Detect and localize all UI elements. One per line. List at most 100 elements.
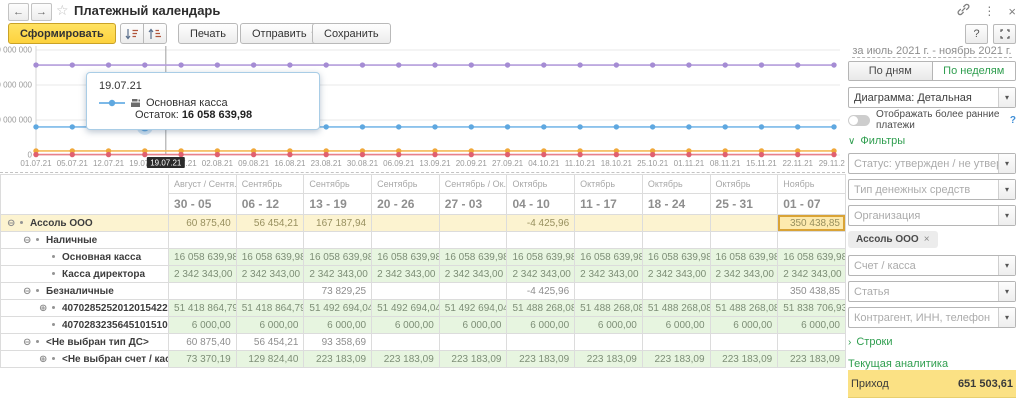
filter-combo[interactable]: Статья ▾ (848, 281, 1016, 302)
organization-tag[interactable]: Ассоль ООО × (848, 231, 938, 248)
data-point[interactable] (649, 148, 656, 154)
table-cell[interactable]: 223 183,09 (574, 350, 643, 368)
data-point[interactable] (69, 148, 75, 154)
expand-node-icon[interactable]: ⊕ (39, 353, 48, 365)
data-point[interactable] (722, 62, 728, 68)
data-point[interactable] (69, 151, 75, 158)
data-point[interactable] (359, 148, 366, 154)
data-point[interactable] (359, 124, 366, 130)
table-cell[interactable] (709, 282, 779, 300)
table-cell[interactable] (438, 333, 508, 351)
table-cell[interactable]: 51 418 864,79 (235, 299, 305, 317)
data-point[interactable] (577, 148, 583, 154)
data-point[interactable] (722, 148, 728, 154)
column-month-header[interactable]: Октябрь (506, 174, 576, 194)
expand-rows-button[interactable] (143, 23, 167, 44)
table-cell[interactable]: 16 058 639,98 (709, 248, 779, 266)
view-by-weeks-button[interactable]: По неделям (932, 62, 1015, 80)
send-button[interactable]: Отправить▾ (240, 23, 328, 44)
table-cell[interactable]: 6 000,00 (438, 316, 508, 334)
balance-chart[interactable]: 60 000 000 40 000 000 20 000 000 001.07.21 0… (0, 44, 850, 172)
table-cell[interactable] (235, 231, 305, 249)
data-point[interactable] (432, 62, 438, 68)
table-cell[interactable]: 60 875,40 (168, 214, 237, 232)
column-month-header[interactable]: Сентябрь (371, 174, 440, 194)
data-point[interactable] (432, 148, 438, 154)
table-cell[interactable] (506, 231, 576, 249)
table-cell[interactable]: 60 875,40 (168, 333, 237, 351)
filter-combo[interactable]: Тип денежных средств ▾ (848, 179, 1016, 200)
data-point[interactable] (577, 62, 583, 68)
table-cell[interactable] (303, 231, 373, 249)
data-point[interactable] (142, 151, 148, 158)
table-cell[interactable]: 73 370,19 (168, 350, 237, 368)
close-icon[interactable]: × (1008, 3, 1016, 19)
table-cell[interactable]: 223 183,09 (438, 350, 508, 368)
data-point[interactable] (795, 124, 801, 130)
favorite-star-icon[interactable]: ☆ (56, 2, 69, 18)
table-cell[interactable] (438, 282, 508, 300)
show-earlier-payments-toggle[interactable] (848, 114, 870, 126)
data-point[interactable] (468, 124, 474, 130)
row-label-cell[interactable]: 40702832356451015101, в "... (0, 316, 170, 334)
forward-button[interactable]: → (31, 3, 52, 21)
row-label-cell[interactable]: Основная касса (0, 248, 170, 266)
filter-combo[interactable]: Статус: утвержден / не утвержден▾ (848, 153, 1016, 174)
table-cell[interactable]: 51 488 268,08 (641, 299, 711, 317)
data-point[interactable] (541, 148, 547, 154)
table-cell[interactable] (641, 214, 711, 232)
table-cell[interactable] (777, 231, 846, 249)
table-row[interactable]: Основная касса 16 058 639,98 16 058 639,98… (0, 248, 846, 266)
column-range-header[interactable]: 11 - 17 (574, 193, 643, 215)
chevron-down-icon[interactable]: ▾ (998, 308, 1015, 327)
data-point[interactable] (69, 62, 75, 68)
table-cell[interactable]: 6 000,00 (641, 316, 711, 334)
table-cell[interactable]: 16 058 639,98 (777, 248, 846, 266)
table-row[interactable]: ⊖ <Не выбран тип ДС> 60 875,40 56 454,21 93 … (0, 333, 846, 351)
table-cell[interactable] (574, 282, 643, 300)
column-range-header[interactable]: 25 - 31 (709, 193, 779, 215)
table-cell[interactable] (641, 231, 711, 249)
column-month-header[interactable]: Октябрь (709, 174, 779, 194)
table-cell[interactable]: 16 058 639,98 (506, 248, 576, 266)
column-range-header[interactable]: 20 - 26 (371, 193, 440, 215)
table-cell[interactable]: 2 342 343,00 (574, 265, 643, 283)
table-row[interactable]: ⊖ Ассоль ООО 60 875,40 56 454,21 167 187,94 -… (0, 214, 846, 232)
more-menu-icon[interactable]: ⋮ (983, 4, 996, 18)
link-icon[interactable] (957, 3, 970, 19)
data-point[interactable] (69, 124, 75, 130)
table-cell[interactable]: 223 183,09 (641, 350, 711, 368)
data-point[interactable] (504, 124, 511, 130)
data-point[interactable] (432, 124, 438, 130)
data-point[interactable] (831, 151, 837, 158)
table-cell[interactable]: 6 000,00 (709, 316, 779, 334)
column-month-header[interactable]: Сентябрь (235, 174, 305, 194)
table-cell[interactable]: 6 000,00 (303, 316, 373, 334)
data-point[interactable] (105, 62, 112, 68)
data-point[interactable] (541, 124, 547, 130)
column-range-header[interactable]: 30 - 05 (168, 193, 237, 215)
data-point[interactable] (831, 62, 837, 68)
data-point[interactable] (758, 62, 765, 68)
data-point[interactable] (178, 62, 184, 68)
table-cell[interactable]: 2 342 343,00 (438, 265, 508, 283)
data-point[interactable] (323, 124, 329, 130)
table-cell[interactable]: 2 342 343,00 (168, 265, 237, 283)
collapse-node-icon[interactable]: ⊖ (23, 336, 32, 348)
table-cell[interactable]: 6 000,00 (371, 316, 440, 334)
data-point[interactable] (396, 151, 402, 158)
rows-section-header[interactable]: › Строки (848, 336, 893, 348)
table-cell[interactable] (371, 282, 440, 300)
data-point[interactable] (250, 62, 257, 68)
data-point[interactable] (214, 62, 221, 68)
chevron-down-icon[interactable]: ▾ (998, 180, 1015, 199)
print-button[interactable]: Печать (178, 23, 239, 44)
table-cell[interactable] (371, 231, 440, 249)
chevron-down-icon[interactable]: ▾ (998, 256, 1015, 275)
filters-section-header[interactable]: ∨ Фильтры (848, 135, 906, 147)
data-point[interactable] (250, 151, 257, 158)
table-cell[interactable]: 223 183,09 (777, 350, 846, 368)
table-cell[interactable]: 350 438,85 (777, 282, 846, 300)
table-cell[interactable]: 16 058 639,98 (574, 248, 643, 266)
